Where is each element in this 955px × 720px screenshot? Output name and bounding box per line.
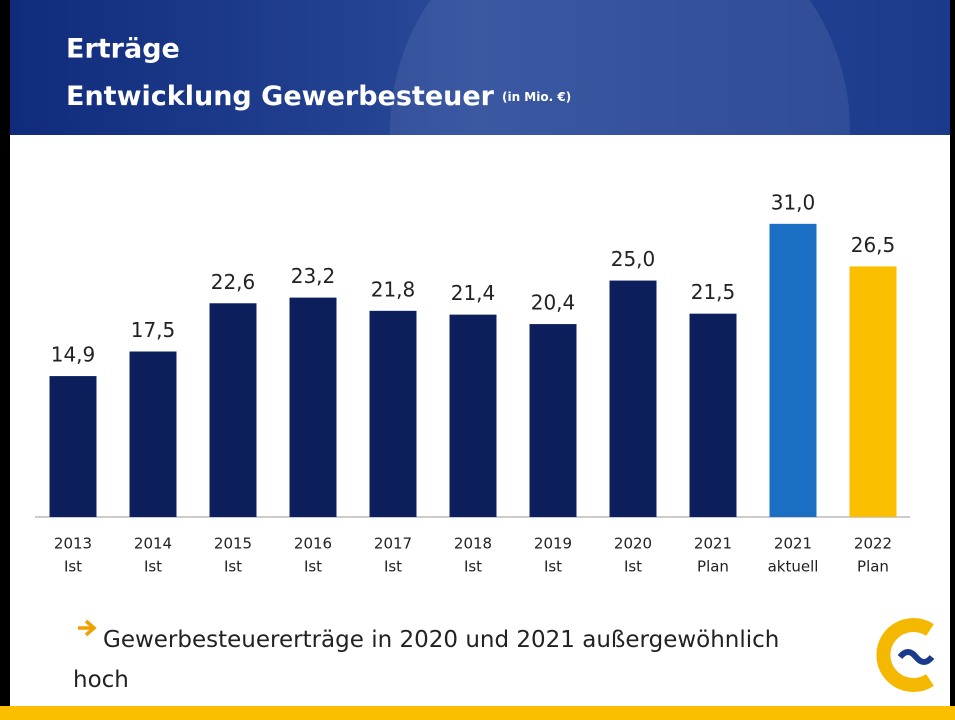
x-tick-label: Ist (624, 558, 642, 576)
x-tick-label: 2020 (614, 535, 652, 553)
bar (849, 266, 897, 517)
value-label: 21,5 (691, 280, 736, 304)
value-label: 20,4 (531, 291, 576, 315)
header-globe (390, 0, 850, 360)
x-tick-label: Ist (224, 558, 242, 576)
right-border (950, 0, 955, 720)
x-tick-label: Ist (384, 558, 402, 576)
x-tick-label: 2018 (454, 535, 492, 553)
value-label: 25,0 (611, 247, 656, 271)
x-tick-label: 2014 (134, 535, 172, 553)
unit-note: (in Mio. €) (502, 90, 571, 104)
x-tick-label: aktuell (768, 558, 819, 576)
bar (529, 324, 577, 517)
x-tick-label: 2017 (374, 535, 412, 553)
value-label: 21,4 (451, 281, 496, 305)
value-label: 14,9 (51, 343, 96, 367)
annotation: Gewerbesteuererträge in 2020 und 2021 au… (73, 627, 779, 693)
bar (449, 314, 497, 517)
annotation-line: Gewerbesteuererträge in 2020 und 2021 au… (103, 627, 779, 653)
x-tick-label: Ist (304, 558, 322, 576)
x-tick-label: 2021 (774, 535, 812, 553)
bullet-arrow (78, 619, 97, 637)
value-label: 17,5 (131, 318, 176, 342)
value-label: 31,0 (771, 190, 816, 214)
header-band (0, 0, 955, 135)
annotation-line: hoch (73, 667, 129, 693)
x-tick-label: 2015 (214, 535, 252, 553)
left-border (0, 0, 10, 720)
x-tick-label: Plan (697, 558, 729, 576)
x-tick-label: 2022 (854, 535, 892, 553)
x-tick-label: Ist (544, 558, 562, 576)
x-tick-label: 2021 (694, 535, 732, 553)
bar (769, 223, 817, 518)
slide-title: Erträge (66, 34, 180, 65)
value-label: 23,2 (291, 264, 336, 288)
bar (369, 310, 417, 517)
bar (609, 280, 657, 517)
x-tick-label: Ist (64, 558, 82, 576)
bar (689, 313, 737, 517)
x-tick-label: 2016 (294, 535, 332, 553)
x-tick-label: Ist (464, 558, 482, 576)
slide-subtitle: Entwicklung Gewerbesteuer (in Mio. €) (66, 81, 571, 112)
bar (289, 297, 337, 517)
logo (876, 618, 935, 692)
footer-band (0, 706, 955, 720)
bar (49, 376, 97, 517)
x-tick-label: Ist (144, 558, 162, 576)
bar (209, 303, 257, 517)
value-label: 22,6 (211, 270, 256, 294)
logo-arc (876, 618, 934, 692)
x-tick-label: 2019 (534, 535, 572, 553)
x-tick-label: Plan (857, 558, 889, 576)
x-tick-label: 2013 (54, 535, 92, 553)
value-label: 21,8 (371, 277, 416, 301)
logo-wave (897, 649, 935, 665)
subtitle-text: Entwicklung Gewerbesteuer (66, 81, 495, 112)
bar (129, 351, 177, 517)
value-label: 26,5 (851, 233, 896, 257)
